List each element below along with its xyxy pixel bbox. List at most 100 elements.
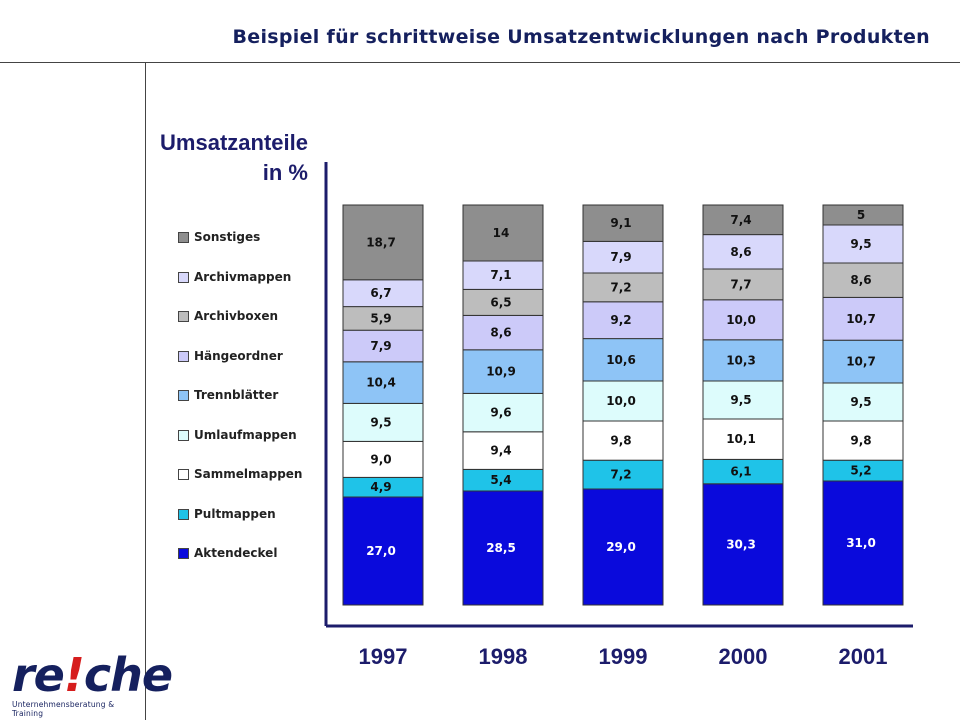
data-label-1999-archivmappen: 7,9: [610, 250, 631, 264]
bar-1998-archivboxen: [462, 288, 544, 316]
data-label-1997-trennblatter: 10,4: [366, 376, 396, 390]
data-label-2000-hangeordner: 10,0: [726, 313, 756, 327]
bar-1997-sonstiges: [342, 204, 424, 281]
data-label-1998-archivboxen: 6,5: [490, 295, 511, 309]
legend-label-hangeordner: Hängeordner: [194, 348, 283, 363]
bar-1998-hangeordner: [462, 314, 544, 351]
bar-2001-trennblatter: [822, 339, 904, 384]
bar-1997-hangeordner: [342, 329, 424, 363]
data-label-1997-archivmappen: 6,7: [370, 286, 391, 300]
data-label-2001-umlaufmappen: 9,5: [850, 395, 871, 409]
x-tick-label-1997: 1997: [359, 644, 408, 669]
legend-label-sonstiges: Sonstiges: [194, 230, 261, 244]
data-label-1998-umlaufmappen: 9,6: [490, 406, 511, 420]
bar-1999-archivboxen: [582, 272, 664, 303]
sidebar-divider: [145, 62, 146, 720]
data-label-2001-pultmappen: 5,2: [850, 464, 871, 478]
bar-1998-umlaufmappen: [462, 392, 544, 433]
data-label-2001-hangeordner: 10,7: [846, 312, 876, 326]
y-axis-title-line-1: Umsatzanteile: [160, 130, 308, 155]
bar-2000-sonstiges: [702, 204, 784, 236]
legend-swatch-hangeordner: [178, 350, 189, 362]
data-label-1997-umlaufmappen: 9,5: [370, 415, 391, 429]
legend-swatch-sammelmappen: [178, 469, 189, 480]
data-label-1997-aktendeckel: 27,0: [366, 544, 396, 558]
bar-2000-archivboxen: [702, 268, 784, 301]
data-label-1998-trennblatter: 10,9: [486, 365, 516, 379]
bar-1999-hangeordner: [582, 301, 664, 340]
page-title: Beispiel für schrittweise Umsatzentwickl…: [232, 26, 930, 48]
data-label-1999-archivboxen: 7,2: [610, 280, 631, 294]
bar-1997-archivmappen: [342, 279, 424, 308]
data-label-2000-archivmappen: 8,6: [730, 245, 751, 259]
bar-1998-sonstiges: [462, 204, 544, 262]
legend-label-sammelmappen: Sammelmappen: [194, 467, 303, 481]
bar-2000-aktendeckel: [702, 483, 784, 606]
x-tick-label-1998: 1998: [479, 644, 528, 669]
data-label-1999-sonstiges: 9,1: [610, 216, 631, 230]
data-label-2000-sonstiges: 7,4: [730, 213, 751, 227]
data-label-1997-sammelmappen: 9,0: [370, 452, 391, 466]
bar-2001-sammelmappen: [822, 420, 904, 461]
logo-exclamation-mark: !: [63, 648, 85, 702]
data-label-1999-pultmappen: 7,2: [610, 468, 631, 482]
bar-2001-archivboxen: [822, 262, 904, 298]
bar-1999-sonstiges: [582, 204, 664, 242]
bar-2000-umlaufmappen: [702, 380, 784, 420]
bar-2001-hangeordner: [822, 296, 904, 341]
bar-1999-trennblatter: [582, 338, 664, 382]
data-label-2000-sammelmappen: 10,1: [726, 432, 756, 446]
header-divider: [0, 62, 960, 63]
data-label-2000-pultmappen: 6,1: [730, 465, 751, 479]
legend-swatch-trennblatter: [178, 390, 189, 401]
legend-swatch-archivmappen: [178, 271, 189, 283]
bar-1999-umlaufmappen: [582, 380, 664, 422]
data-label-1999-umlaufmappen: 10,0: [606, 394, 636, 408]
bar-1998-aktendeckel: [462, 490, 544, 606]
bar-2000-sammelmappen: [702, 418, 784, 460]
data-label-1999-aktendeckel: 29,0: [606, 540, 636, 554]
logo-word-pre: re: [12, 648, 65, 702]
legend-label-umlaufmappen: Umlaufmappen: [194, 427, 297, 442]
y-axis-title-line-2: in %: [262, 160, 308, 185]
legend-swatch-umlaufmappen: [178, 429, 189, 441]
legend-swatch-pultmappen: [178, 508, 189, 520]
data-label-1997-archivboxen: 5,9: [370, 311, 391, 325]
data-label-2001-archivmappen: 9,5: [850, 237, 871, 251]
data-label-2001-archivboxen: 8,6: [850, 273, 871, 287]
data-label-1999-sammelmappen: 9,8: [610, 434, 631, 448]
data-label-2000-umlaufmappen: 9,5: [730, 393, 751, 407]
data-label-2001-aktendeckel: 31,0: [846, 536, 876, 550]
data-label-1998-aktendeckel: 28,5: [486, 541, 516, 555]
logo-wordmark: re!che: [12, 652, 173, 698]
data-label-1997-pultmappen: 4,9: [370, 480, 391, 494]
data-label-2000-trennblatter: 10,3: [726, 353, 756, 367]
company-logo: re!che Unternehmensberatung & Training: [12, 652, 173, 718]
x-tick-label-2000: 2000: [719, 644, 768, 669]
legend-swatch-sonstiges: [178, 232, 189, 243]
bar-2001-aktendeckel: [822, 480, 904, 606]
bar-1998-sammelmappen: [462, 431, 544, 470]
data-label-1998-hangeordner: 8,6: [490, 326, 511, 340]
bar-2000-hangeordner: [702, 299, 784, 341]
legend-label-trennblatter: Trennblätter: [194, 388, 279, 402]
legend-swatch-archivboxen: [178, 311, 189, 322]
data-label-1999-hangeordner: 9,2: [610, 313, 631, 327]
bar-1997-aktendeckel: [342, 496, 424, 606]
logo-tagline: Unternehmensberatung & Training: [12, 700, 115, 718]
legend-label-aktendeckel: Aktendeckel: [194, 546, 278, 560]
data-label-1998-archivmappen: 7,1: [490, 268, 511, 282]
data-label-1997-sonstiges: 18,7: [366, 235, 396, 249]
legend-swatch-aktendeckel: [178, 548, 189, 559]
legend-label-archivmappen: Archivmappen: [194, 269, 292, 284]
data-label-1998-sammelmappen: 9,4: [490, 444, 511, 458]
data-label-2001-sonstiges: 5: [857, 208, 865, 222]
legend-label-archivboxen: Archivboxen: [194, 309, 279, 323]
bar-1997-umlaufmappen: [342, 402, 424, 442]
data-label-2001-sammelmappen: 9,8: [850, 434, 871, 448]
logo-word-post: che: [83, 648, 173, 702]
bar-2001-umlaufmappen: [822, 382, 904, 422]
data-label-1998-sonstiges: 14: [493, 226, 510, 240]
data-label-2001-trennblatter: 10,7: [846, 355, 876, 369]
